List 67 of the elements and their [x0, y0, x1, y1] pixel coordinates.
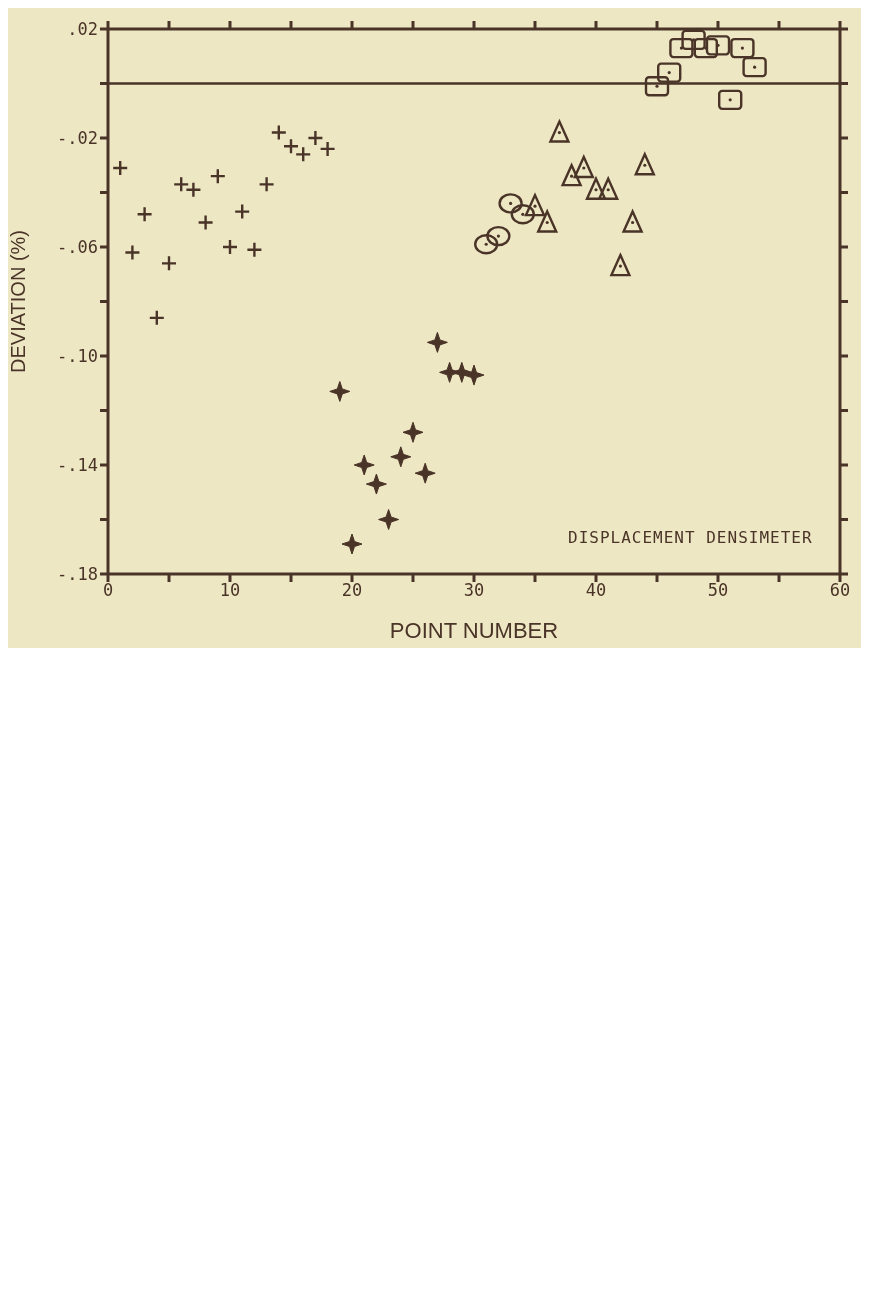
- point: [610, 253, 631, 277]
- point: [693, 37, 718, 59]
- point: [270, 124, 287, 141]
- point: [657, 62, 682, 83]
- point: [221, 238, 239, 256]
- y-tick-label: -.06: [57, 237, 98, 258]
- point: [742, 56, 767, 78]
- point: [463, 364, 485, 386]
- point: [136, 206, 153, 223]
- y-tick-label: .02: [67, 19, 98, 40]
- x-tick-label: 0: [102, 580, 114, 601]
- point: [561, 163, 582, 187]
- point: [307, 129, 324, 147]
- point: [730, 37, 755, 59]
- point: [414, 462, 436, 484]
- annotation: DISPLACEMENT DENSIMETER: [568, 528, 813, 547]
- y-tick-label: -.18: [57, 564, 98, 585]
- y-tick-label: -.14: [57, 455, 98, 476]
- y-tick-label: -.02: [57, 128, 98, 149]
- point: [173, 176, 190, 193]
- point: [681, 29, 706, 51]
- point: [390, 446, 412, 468]
- point: [537, 210, 558, 233]
- point: [524, 193, 546, 217]
- point: [669, 37, 694, 59]
- point: [474, 234, 499, 255]
- point: [160, 255, 178, 272]
- point: [258, 176, 275, 193]
- point: [282, 137, 300, 155]
- x-tick-label: 40: [585, 580, 607, 601]
- point: [341, 533, 363, 555]
- point: [295, 146, 312, 163]
- x-tick-label: 20: [341, 580, 363, 601]
- y-axis-title: DEVIATION (%): [7, 230, 30, 373]
- point: [329, 380, 351, 402]
- point: [402, 421, 424, 443]
- point: [246, 241, 263, 258]
- point: [498, 193, 523, 214]
- point: [353, 454, 375, 476]
- point: [573, 155, 594, 179]
- point: [585, 177, 607, 200]
- point: [209, 167, 226, 185]
- point: [124, 244, 141, 261]
- point: [486, 225, 511, 247]
- point: [197, 214, 214, 231]
- point: [148, 309, 165, 327]
- y-tick-label: -.10: [57, 346, 98, 367]
- x-tick-label: 50: [707, 580, 729, 601]
- point: [319, 140, 336, 158]
- x-tick-label: 30: [463, 580, 485, 601]
- x-axis-title: POINT NUMBER: [389, 618, 559, 643]
- x-tick-label: 60: [829, 580, 851, 601]
- point: [426, 331, 448, 353]
- point: [549, 120, 570, 143]
- point: [644, 76, 670, 97]
- point: [622, 210, 643, 233]
- point: [185, 181, 202, 198]
- point: [451, 361, 473, 383]
- x-tick-label: 10: [219, 580, 241, 601]
- point: [378, 509, 400, 530]
- point: [510, 204, 535, 225]
- point: [705, 35, 731, 56]
- point: [234, 203, 251, 220]
- point: [112, 159, 129, 177]
- point: [718, 89, 743, 111]
- point: [634, 153, 655, 176]
- point: [365, 473, 387, 495]
